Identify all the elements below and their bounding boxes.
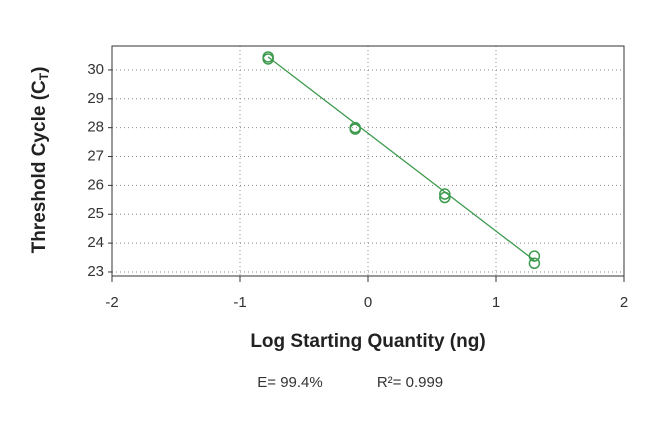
y-label-main: Threshold Cycle (C bbox=[29, 80, 50, 253]
y-tick-label: 28 bbox=[87, 119, 104, 136]
y-tick-label: 26 bbox=[87, 176, 104, 193]
x-tick-label: 0 bbox=[364, 294, 372, 311]
point bbox=[262, 53, 274, 65]
point bbox=[528, 257, 541, 270]
y-tick-label: 29 bbox=[87, 90, 104, 107]
y-tick-label: 25 bbox=[87, 205, 104, 222]
y-label-sub: T bbox=[37, 72, 51, 80]
x-tick-label: 1 bbox=[492, 294, 500, 311]
y-axis-label: Threshold Cycle (CT) bbox=[29, 67, 51, 254]
point bbox=[528, 250, 541, 262]
point bbox=[349, 123, 361, 135]
annotation: R²= 0.999 bbox=[377, 374, 443, 391]
point bbox=[439, 191, 451, 204]
x-tick-label: -1 bbox=[233, 294, 246, 311]
y-tick-label: 27 bbox=[87, 147, 104, 164]
x-axis-label: Log Starting Quantity (ng) bbox=[250, 331, 485, 352]
y-tick-label: 24 bbox=[87, 234, 104, 251]
point bbox=[439, 188, 451, 200]
plot-frame bbox=[111, 45, 625, 277]
annotation: E= 99.4% bbox=[257, 374, 322, 391]
y-tick-label: 30 bbox=[87, 61, 104, 78]
x-tick-label: 2 bbox=[620, 294, 628, 311]
y-tick-label: 23 bbox=[87, 263, 104, 280]
trendline bbox=[267, 56, 535, 261]
x-tick-label: -2 bbox=[105, 294, 118, 311]
y-label-close: ) bbox=[29, 67, 50, 73]
